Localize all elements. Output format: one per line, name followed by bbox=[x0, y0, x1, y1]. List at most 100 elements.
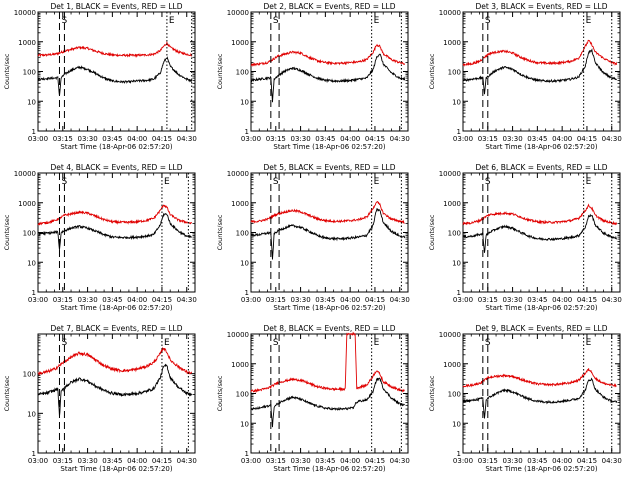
x-axis-label: Start Time (18-Apr-06 02:57:20) bbox=[273, 143, 385, 151]
plot-frame bbox=[37, 11, 196, 132]
y-tick-label: 10 bbox=[27, 259, 36, 267]
events-trace bbox=[462, 48, 618, 95]
x-tick-label: 03:45 bbox=[102, 457, 122, 465]
panel-title: Det 7, BLACK = Events, RED = LLD bbox=[50, 324, 182, 333]
x-tick-label: 03:00 bbox=[453, 135, 473, 143]
y-tick-label: 1000 bbox=[231, 200, 249, 208]
x-tick-label: 03:15 bbox=[53, 457, 73, 465]
y-axis-label: Counts/sec bbox=[428, 214, 436, 250]
marker-label-e: E bbox=[586, 338, 592, 348]
x-tick-label: 03:15 bbox=[266, 296, 286, 304]
x-tick-label: 04:00 bbox=[340, 457, 360, 465]
x-tick-label: 03:00 bbox=[453, 457, 473, 465]
x-axis-label: Start Time (18-Apr-06 02:57:20) bbox=[485, 143, 597, 151]
x-tick-label: 04:30 bbox=[390, 135, 410, 143]
marker-label-e: E bbox=[374, 177, 380, 187]
x-tick-label: 04:30 bbox=[602, 135, 622, 143]
y-tick-label: 1000 bbox=[18, 200, 36, 208]
events-trace bbox=[250, 377, 405, 428]
plot-frame bbox=[462, 172, 621, 293]
x-tick-label: 03:30 bbox=[502, 135, 522, 143]
panel-title: Det 1, BLACK = Events, RED = LLD bbox=[50, 2, 182, 11]
x-axis-label: Start Time (18-Apr-06 02:57:20) bbox=[485, 304, 597, 312]
y-tick-label: 100 bbox=[448, 391, 461, 399]
x-tick-label: 04:30 bbox=[602, 296, 622, 304]
y-tick-label: 10000 bbox=[227, 331, 249, 339]
y-tick-label: 100 bbox=[236, 69, 249, 77]
y-tick-label: 100 bbox=[448, 69, 461, 77]
x-tick-label: 04:00 bbox=[552, 135, 572, 143]
x-tick-label: 03:00 bbox=[28, 296, 48, 304]
x-tick-label: 03:45 bbox=[527, 135, 547, 143]
panel-det-6: 1 10 100 1000 10000 03:00 03:15 03:30 03:45 04:00… bbox=[428, 163, 622, 312]
x-tick-label: 03:00 bbox=[241, 135, 261, 143]
y-axis-label: Counts/sec bbox=[216, 375, 224, 411]
marker-label-e: E bbox=[586, 16, 592, 26]
y-tick-label: 100 bbox=[236, 230, 249, 238]
events-trace bbox=[462, 213, 618, 253]
x-tick-label: 03:30 bbox=[502, 457, 522, 465]
x-tick-label: 03:30 bbox=[502, 296, 522, 304]
lld-trace bbox=[250, 331, 405, 394]
panel-det-2: 1 10 100 1000 10000 03:00 03:15 03:30 03:45 04:00… bbox=[216, 2, 410, 151]
marker-label-s: S bbox=[273, 16, 279, 26]
x-tick-label: 03:00 bbox=[453, 296, 473, 304]
y-tick-label: 1000 bbox=[18, 39, 36, 47]
y-tick-label: 100 bbox=[23, 371, 36, 379]
y-tick-label: 10 bbox=[27, 98, 36, 106]
y-tick-label: 10000 bbox=[227, 170, 249, 178]
x-tick-label: 04:00 bbox=[340, 296, 360, 304]
y-tick-label: 1 bbox=[245, 450, 249, 458]
marker-label-s: S bbox=[273, 338, 279, 348]
lld-trace bbox=[250, 200, 405, 225]
y-tick-label: 100 bbox=[23, 69, 36, 77]
x-tick-label: 04:15 bbox=[152, 296, 172, 304]
lld-trace bbox=[462, 203, 618, 226]
panel-det-8: 1 10 100 1000 10000 03:00 03:15 03:30 03:45 04:00… bbox=[216, 324, 410, 473]
y-tick-label: 1000 bbox=[231, 39, 249, 47]
x-tick-label: 03:45 bbox=[315, 457, 335, 465]
y-axis-label: Counts/sec bbox=[428, 375, 436, 411]
marker-label-s: S bbox=[61, 177, 67, 187]
events-trace bbox=[250, 208, 406, 260]
y-axis-label: Counts/sec bbox=[216, 214, 224, 250]
x-tick-label: 03:45 bbox=[102, 296, 122, 304]
y-tick-label: 10000 bbox=[439, 170, 461, 178]
x-tick-label: 04:00 bbox=[127, 135, 147, 143]
lld-trace bbox=[37, 204, 193, 226]
x-tick-label: 04:15 bbox=[152, 135, 172, 143]
x-tick-label: 03:15 bbox=[478, 457, 498, 465]
panel-det-9: 1 10 100 1000 10000 03:00 03:15 03:30 03:45 04:00… bbox=[428, 324, 622, 473]
y-tick-label: 1 bbox=[32, 289, 36, 297]
x-tick-label: 03:30 bbox=[290, 296, 310, 304]
y-axis-label: Counts/sec bbox=[428, 53, 436, 89]
plot-frame bbox=[462, 11, 621, 132]
y-tick-label: 10000 bbox=[439, 331, 461, 339]
panel-title: Det 4, BLACK = Events, RED = LLD bbox=[50, 163, 182, 172]
lld-trace bbox=[250, 43, 406, 67]
lld-trace bbox=[462, 368, 617, 388]
x-tick-label: 03:15 bbox=[266, 135, 286, 143]
events-trace bbox=[250, 53, 406, 103]
y-tick-label: 10000 bbox=[14, 170, 36, 178]
marker-label-s: S bbox=[61, 338, 67, 348]
y-tick-label: 10 bbox=[27, 410, 36, 418]
panel-title: Det 3, BLACK = Events, RED = LLD bbox=[475, 2, 607, 11]
y-tick-label: 10 bbox=[452, 259, 461, 267]
marker-label-s: S bbox=[61, 16, 67, 26]
x-tick-label: 04:00 bbox=[127, 457, 147, 465]
lld-trace bbox=[37, 346, 193, 376]
x-tick-label: 03:00 bbox=[28, 135, 48, 143]
x-tick-label: 03:45 bbox=[527, 296, 547, 304]
marker-label-e: E bbox=[374, 16, 380, 26]
events-trace bbox=[37, 363, 193, 417]
x-tick-label: 04:15 bbox=[577, 135, 597, 143]
marker-label-s: S bbox=[485, 177, 491, 187]
y-tick-label: 1000 bbox=[443, 200, 461, 208]
y-tick-label: 100 bbox=[23, 230, 36, 238]
x-axis-label: Start Time (18-Apr-06 02:57:20) bbox=[273, 465, 385, 473]
panel-title: Det 9, BLACK = Events, RED = LLD bbox=[475, 324, 607, 333]
y-tick-label: 100 bbox=[236, 391, 249, 399]
y-axis-label: Counts/sec bbox=[3, 214, 11, 250]
y-axis-label: Counts/sec bbox=[3, 375, 11, 411]
